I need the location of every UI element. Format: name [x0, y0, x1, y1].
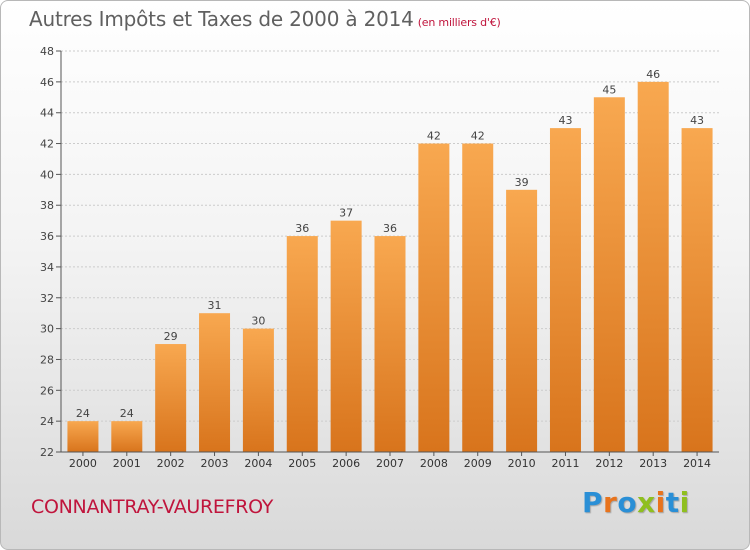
y-tick-label: 30: [40, 323, 54, 336]
x-tick-label: 2007: [376, 457, 404, 470]
x-tick-label: 2004: [244, 457, 272, 470]
bar-2011: [549, 128, 581, 452]
y-tick-label: 28: [40, 353, 54, 366]
value-label: 24: [120, 407, 134, 420]
value-label: 42: [471, 130, 485, 143]
y-tick-label: 34: [40, 261, 54, 274]
value-label: 43: [558, 114, 572, 127]
bar-2009: [462, 143, 494, 453]
logo-letter: o: [617, 486, 638, 519]
x-tick-label: 2000: [69, 457, 97, 470]
value-label: 24: [76, 407, 90, 420]
value-label: 29: [164, 330, 178, 343]
bar-2003: [199, 313, 231, 452]
x-tick-label: 2014: [683, 457, 711, 470]
logo-letter: P: [582, 486, 604, 519]
logo-letter: t: [665, 486, 680, 519]
y-tick-label: 40: [40, 168, 54, 181]
bar-2013: [637, 81, 669, 452]
bar-2008: [418, 143, 450, 453]
value-label: 36: [295, 222, 309, 235]
chart-title-text: Autres Impôts et Taxes de 2000 à 2014: [29, 7, 414, 31]
y-tick-label: 38: [40, 199, 54, 212]
value-label: 37: [339, 207, 353, 220]
commune-name: CONNANTRAY-VAUREFROY: [31, 496, 274, 518]
value-label: 39: [515, 176, 529, 189]
x-tick-label: 2009: [464, 457, 492, 470]
x-tick-label: 2006: [332, 457, 360, 470]
x-tick-label: 2011: [551, 457, 579, 470]
y-tick-label: 24: [40, 415, 54, 428]
value-label: 42: [427, 130, 441, 143]
value-label: 30: [251, 315, 265, 328]
bar-2006: [330, 220, 362, 452]
bar-2014: [681, 128, 713, 452]
logo-letter: i: [679, 486, 690, 519]
x-tick-label: 2001: [113, 457, 141, 470]
chart-title: Autres Impôts et Taxes de 2000 à 2014 (en…: [29, 7, 501, 31]
logo-letter: x: [637, 486, 656, 519]
chart-title-unit: (en milliers d'€): [417, 16, 501, 29]
y-tick-label: 42: [40, 138, 54, 151]
y-tick-label: 36: [40, 230, 54, 243]
x-tick-label: 2003: [201, 457, 229, 470]
value-label: 43: [690, 114, 704, 127]
logo-letter: r: [603, 486, 618, 519]
value-label: 36: [383, 222, 397, 235]
proxiti-logo: Proxiti: [582, 486, 690, 519]
x-tick-label: 2005: [288, 457, 316, 470]
bar-2005: [286, 236, 318, 452]
bar-2007: [374, 236, 406, 452]
bars: [67, 81, 713, 453]
x-tick-label: 2012: [595, 457, 623, 470]
value-label: 46: [646, 68, 660, 81]
bar-2002: [155, 344, 187, 452]
y-tick-label: 48: [40, 45, 54, 58]
value-label: 45: [602, 83, 616, 96]
x-tick-label: 2010: [508, 457, 536, 470]
bar-2012: [593, 97, 625, 453]
bar-2000: [67, 421, 99, 452]
logo-letter: i: [655, 486, 666, 519]
value-label: 31: [208, 299, 222, 312]
y-tick-label: 26: [40, 384, 54, 397]
bar-2010: [506, 189, 538, 453]
y-tick-label: 44: [40, 107, 54, 120]
x-tick-label: 2008: [420, 457, 448, 470]
y-tick-label: 22: [40, 446, 54, 459]
y-tick-label: 46: [40, 76, 54, 89]
axes: [56, 50, 719, 456]
x-tick-label: 2013: [639, 457, 667, 470]
labels: 22 24 26 28 30 32 34 36 38 40 42 44 46 48 24 2000 24 2001…: [40, 45, 711, 470]
y-tick-label: 32: [40, 292, 54, 305]
bar-2004: [242, 328, 274, 452]
x-tick-label: 2002: [157, 457, 185, 470]
bar-2001: [111, 421, 143, 452]
